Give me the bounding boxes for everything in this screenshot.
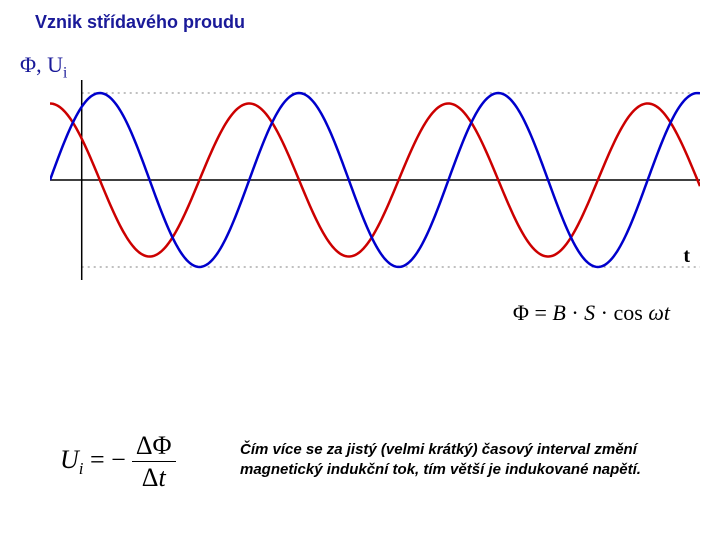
sub-i: i (79, 459, 84, 478)
x-axis-label: t (683, 245, 690, 268)
var-t: t (664, 300, 670, 325)
phi-num: Φ (153, 431, 172, 460)
var-S: S (584, 300, 595, 325)
chart-svg (50, 80, 700, 280)
dot1: · (566, 300, 584, 325)
t-den: t (158, 463, 165, 492)
flux-formula: Φ = B · S · cos ωt (513, 300, 670, 326)
y-axis-label: Φ, Ui (20, 52, 67, 82)
delta-den: Δ (142, 463, 159, 492)
var-U: U (60, 445, 79, 474)
page-title: Vznik střídavého proudu (35, 12, 245, 33)
delta-num: Δ (136, 431, 153, 460)
eq-minus: = − (90, 445, 126, 474)
fraction: ΔΦ Δt (132, 430, 176, 493)
caption-text: Čím více se za jistý (velmi krátký) časo… (240, 440, 680, 481)
omega-symbol: ω (648, 300, 664, 325)
induced-voltage-formula: Ui = − ΔΦ Δt (60, 430, 176, 493)
eq-sign: = (529, 300, 552, 325)
cos-text: · cos (595, 300, 648, 325)
sine-chart: t (50, 80, 700, 280)
var-B: B (552, 300, 565, 325)
phi-symbol: Φ (513, 300, 529, 325)
